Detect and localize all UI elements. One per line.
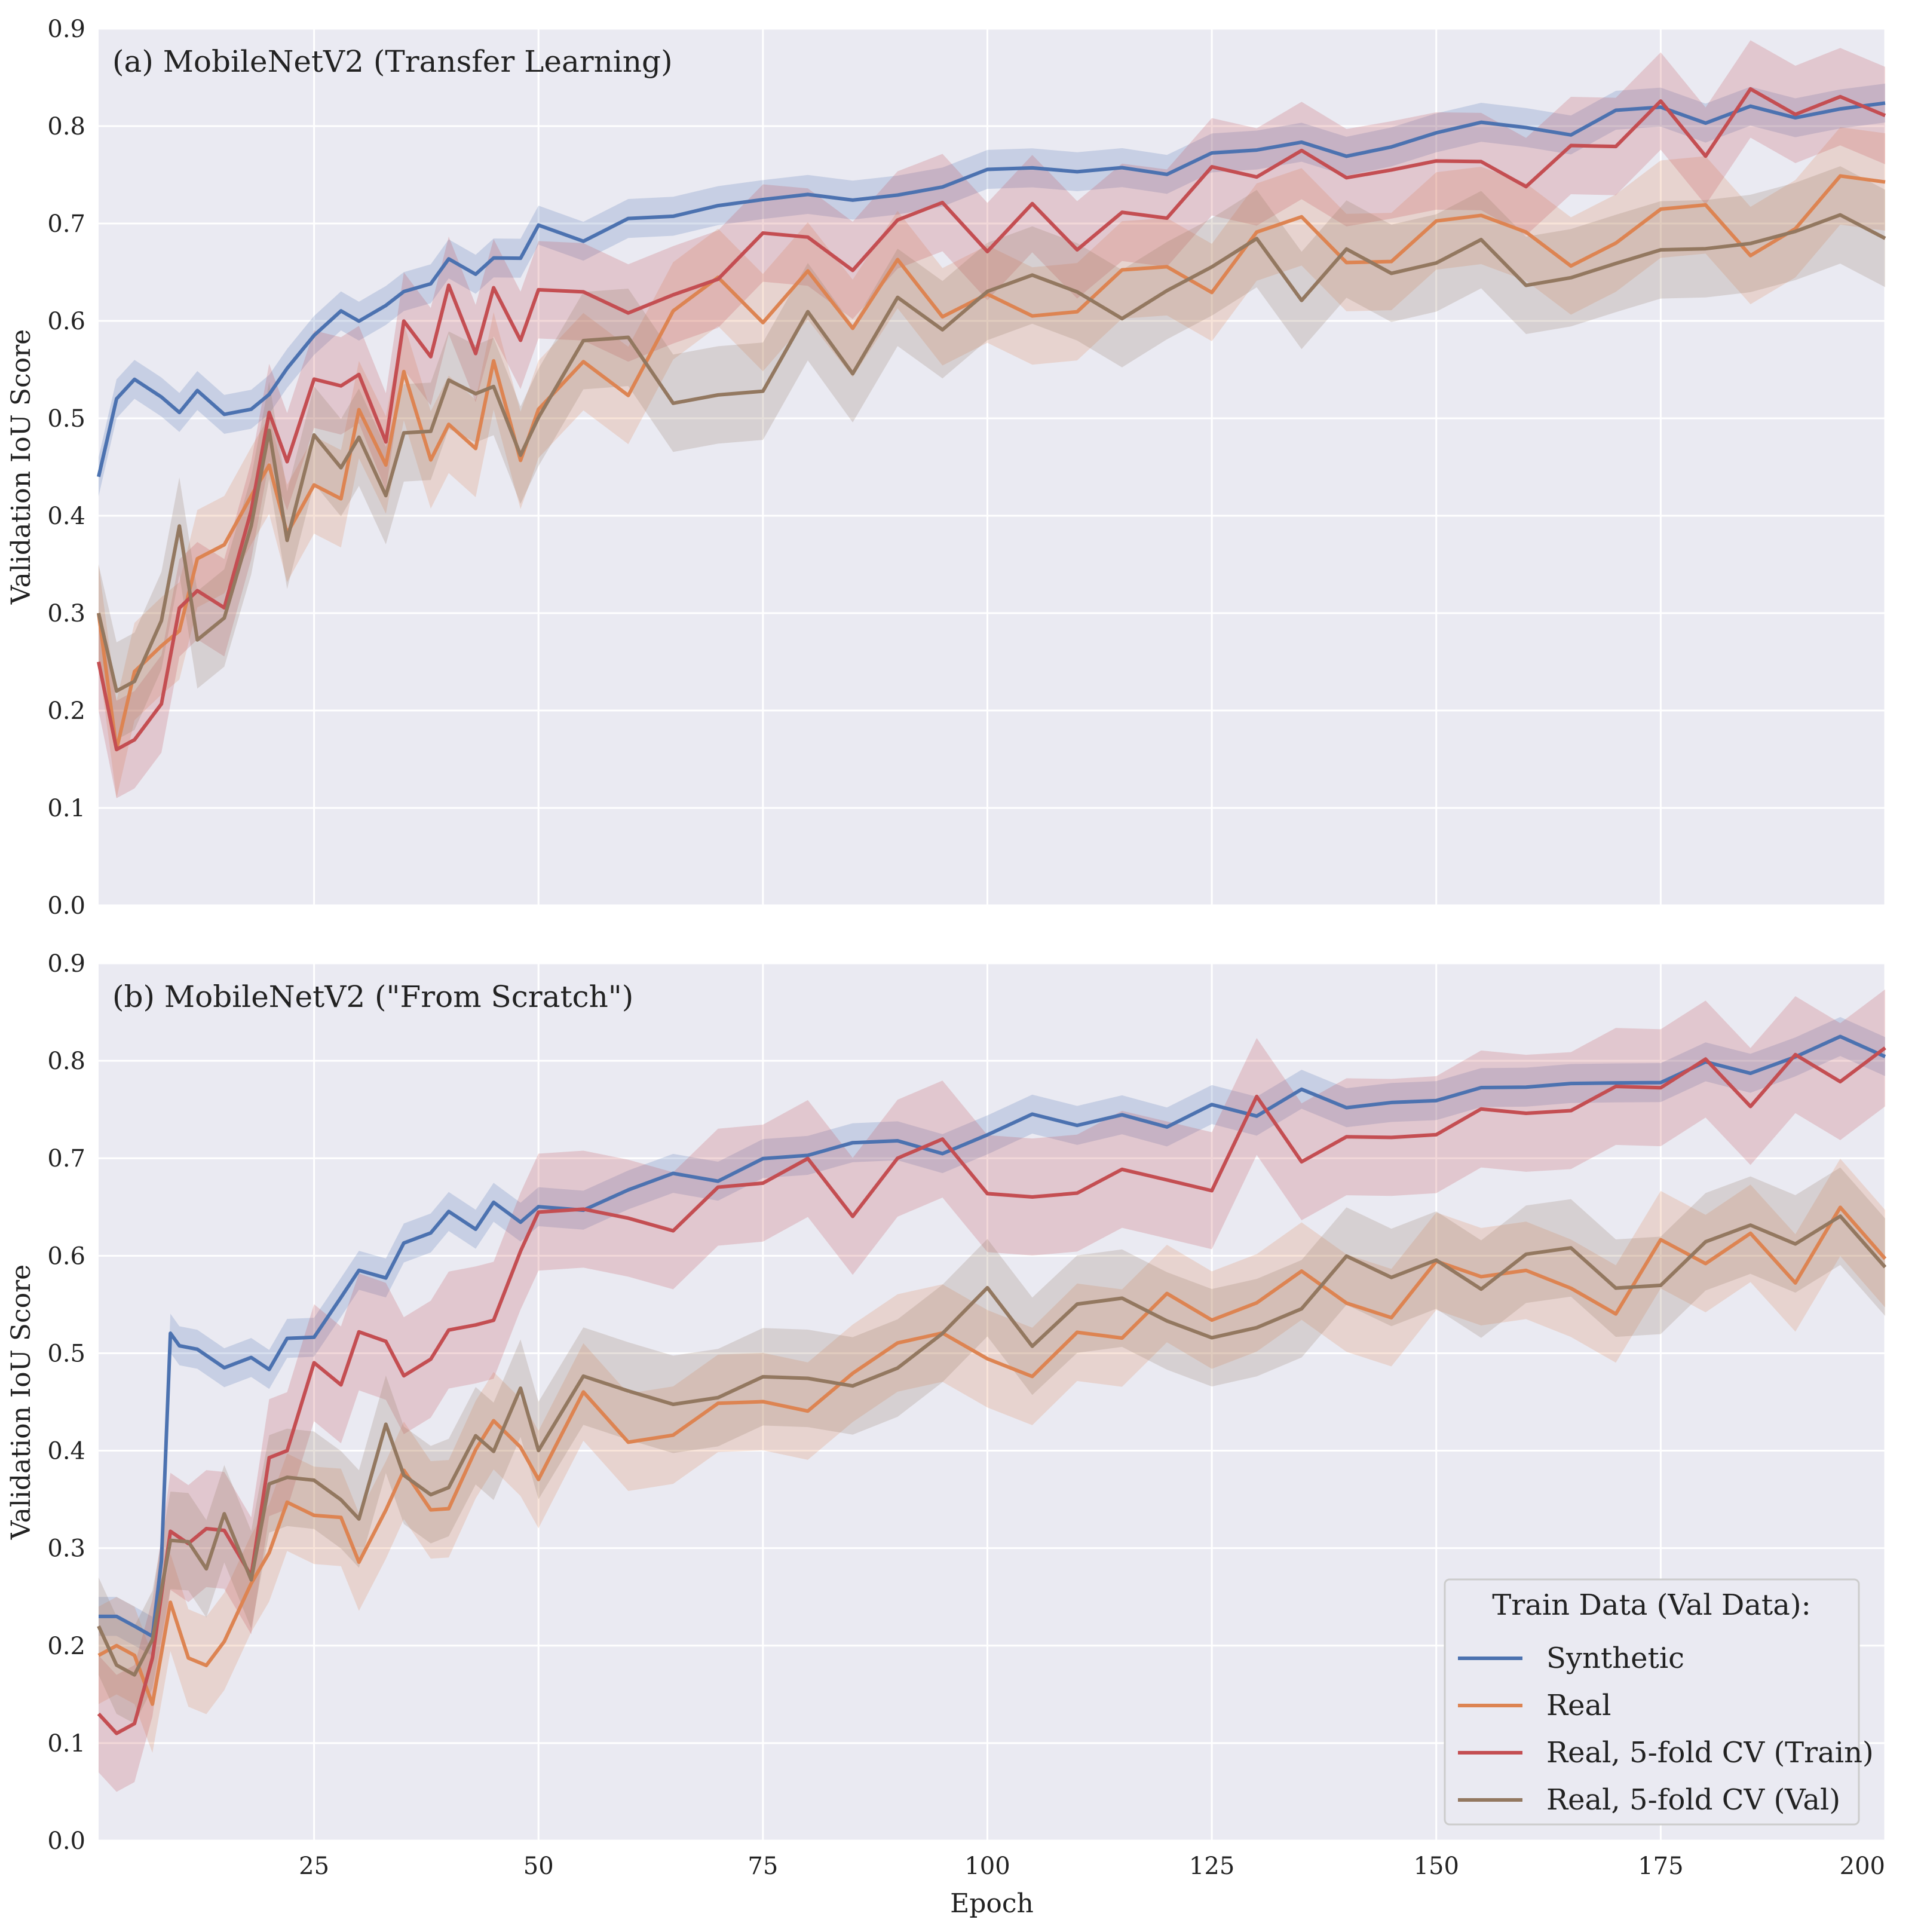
legend-label: Real xyxy=(1546,1689,1611,1722)
y-tick-label: 0.6 xyxy=(47,1242,85,1270)
x-tick-label: 175 xyxy=(1638,1853,1683,1880)
y-tick-label: 0.0 xyxy=(47,892,85,920)
band-real xyxy=(99,127,1885,798)
lines-b xyxy=(97,1034,1887,1735)
panel-title-a: (a) MobileNetV2 (Transfer Learning) xyxy=(112,44,673,79)
series-line-real-5-fold-cv-train- xyxy=(97,87,1886,752)
y-tick-label: 0.5 xyxy=(47,1340,85,1367)
y-tick-label: 0.2 xyxy=(47,697,85,725)
y-tick-label: 0.7 xyxy=(47,1145,85,1172)
legend-label: Synthetic xyxy=(1546,1642,1684,1675)
x-tick-label: 100 xyxy=(964,1853,1010,1880)
plot-area-a xyxy=(99,29,1885,905)
legend-label: Real, 5-fold CV (Train) xyxy=(1546,1736,1874,1769)
band-synthetic xyxy=(99,83,1885,497)
y-tick-label: 0.4 xyxy=(47,1438,85,1465)
series-line-real-5-fold-cv-val- xyxy=(97,1214,1887,1677)
y-tick-label: 0.3 xyxy=(47,600,85,627)
x-tick-label: 75 xyxy=(747,1853,778,1880)
y-tick-label: 0.8 xyxy=(47,113,85,140)
legend-items: Synthetic Real Real, 5-fold CV (Train) Real… xyxy=(1458,1642,1874,1817)
band-real-5-fold-cv-train- xyxy=(99,989,1885,1792)
y-tick-label: 0.4 xyxy=(47,503,85,530)
y-tick-label: 0.7 xyxy=(47,210,85,238)
y-tick-label: 0.2 xyxy=(47,1633,85,1660)
y-tick-label: 0.9 xyxy=(47,950,85,978)
x-tick-label: 50 xyxy=(523,1853,554,1880)
band-real-5-fold-cv-val- xyxy=(99,1167,1885,1724)
grid-a xyxy=(99,27,1886,907)
legend-box xyxy=(1444,1578,1860,1826)
y-tick-label: 0.8 xyxy=(47,1048,85,1075)
band-real-5-fold-cv-train- xyxy=(99,40,1885,798)
legend: Train Data (Val Data): Synthetic Real Real… xyxy=(1444,1578,1874,1826)
y-tick-label: 0.3 xyxy=(47,1535,85,1563)
series-line-real-5-fold-cv-val- xyxy=(97,213,1886,693)
panel-b: 0.0 0.1 0.2 0.3 0.4 0.5 0.6 0.7 0.8 0.9 25 50 75 100… xyxy=(6,950,1887,1919)
yticks-a: 0.0 0.1 0.2 0.3 0.4 0.5 0.6 0.7 0.8 0.9 xyxy=(47,16,85,920)
band-real-5-fold-cv-val- xyxy=(99,166,1885,740)
ylabel-b: Validation IoU Score xyxy=(6,1264,36,1540)
legend-label: Real, 5-fold CV (Val) xyxy=(1546,1783,1840,1817)
legend-title: Train Data (Val Data): xyxy=(1492,1588,1810,1622)
x-tick-label: 125 xyxy=(1189,1853,1234,1880)
x-tick-label: 200 xyxy=(1840,1853,1885,1880)
bands-a xyxy=(99,40,1885,798)
y-tick-label: 0.1 xyxy=(47,795,85,822)
series-line-real-5-fold-cv-train- xyxy=(97,1046,1886,1735)
y-tick-label: 0.5 xyxy=(47,405,85,433)
panel-a: 0.0 0.1 0.2 0.3 0.4 0.5 0.6 0.7 0.8 0.9 (a) Mobil… xyxy=(6,16,1886,920)
ylabel-a: Validation IoU Score xyxy=(6,329,36,605)
lines-a xyxy=(97,87,1886,752)
yticks-b: 0.0 0.1 0.2 0.3 0.4 0.5 0.6 0.7 0.8 0.9 xyxy=(47,950,85,1855)
y-tick-label: 0.6 xyxy=(47,308,85,335)
series-line-real xyxy=(97,174,1886,752)
series-line-synthetic xyxy=(97,101,1886,477)
bands-b xyxy=(99,989,1885,1792)
band-real xyxy=(99,1158,1885,1753)
y-tick-label: 0.9 xyxy=(47,16,85,43)
xticks-b: 25 50 75 100 125 150 175 200 xyxy=(299,1853,1885,1880)
series-line-synthetic xyxy=(99,1034,1886,1639)
y-tick-label: 0.0 xyxy=(47,1827,85,1855)
band-synthetic xyxy=(99,1016,1885,1656)
y-tick-label: 0.1 xyxy=(47,1730,85,1758)
panel-title-b: (b) MobileNetV2 ("From Scratch") xyxy=(112,979,633,1014)
x-tick-label: 25 xyxy=(299,1853,329,1880)
x-tick-label: 150 xyxy=(1414,1853,1459,1880)
xlabel: Epoch xyxy=(950,1888,1034,1919)
